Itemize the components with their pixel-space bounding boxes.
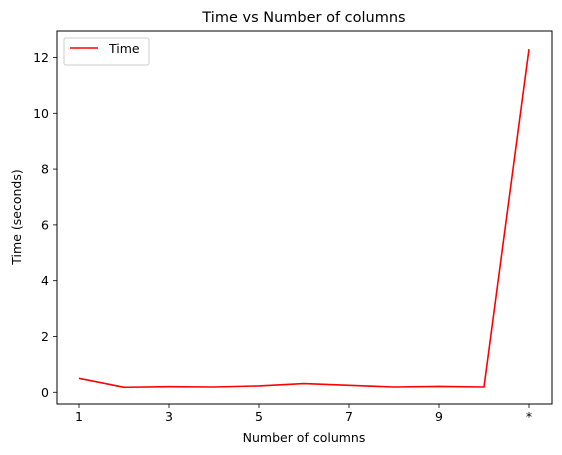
y-tick-label: 8 [41,162,49,177]
x-axis-label: Number of columns [243,430,366,445]
x-tick-label: * [526,409,532,424]
y-tick-label: 6 [41,217,49,232]
x-tick-label: 1 [75,409,83,424]
y-axis-ticks: 0 2 4 6 8 10 12 [33,50,57,400]
y-tick-label: 2 [41,329,49,344]
plot-frame [56,30,553,405]
y-tick-label: 12 [33,50,49,65]
y-tick-label: 0 [41,385,49,400]
x-axis-ticks: 1 3 5 7 9 * [75,404,532,424]
legend: Time [63,37,150,66]
legend-box [63,37,150,66]
x-tick-label: 7 [345,409,353,424]
y-axis-label: Time (seconds) [9,169,24,265]
y-tick-label: 10 [33,106,49,121]
series-line-time [78,48,530,389]
x-tick-label: 9 [435,409,443,424]
x-tick-label: 3 [165,409,173,424]
y-tick-label: 4 [41,273,49,288]
chart-title: Time vs Number of columns [201,10,405,26]
x-tick-label: 5 [255,409,263,424]
legend-entry-time: Time [108,41,140,56]
